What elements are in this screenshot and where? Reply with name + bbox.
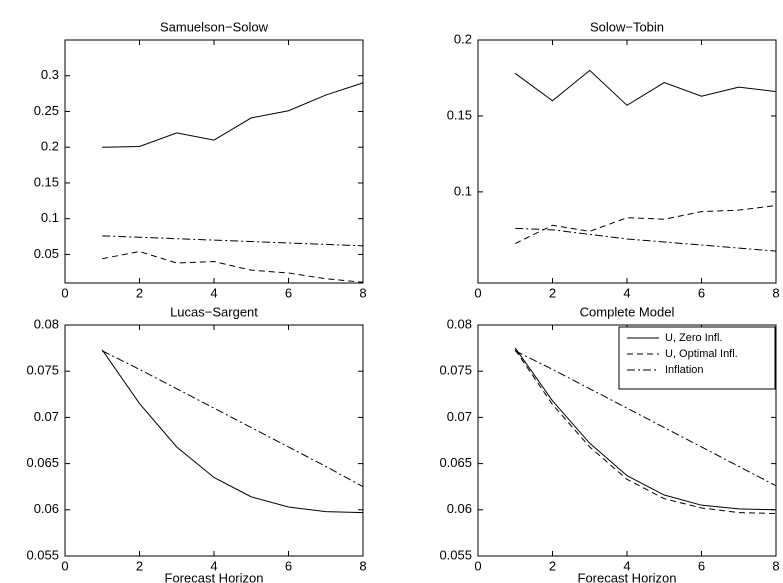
x-tick-label: 2 bbox=[549, 285, 556, 300]
legend-label: U, Zero Infl. bbox=[665, 332, 722, 344]
series-line bbox=[515, 350, 777, 487]
y-tick-label: 0.055 bbox=[439, 547, 472, 562]
x-tick-label: 0 bbox=[474, 285, 481, 300]
series-line bbox=[102, 82, 364, 148]
subplot: Lucas−Sargent Forecast Horizon 0 2 4 6 8 0.055 0… bbox=[26, 304, 366, 583]
subplot: Complete Model Forecast Horizon 0 2 4 6 8 0.055… bbox=[439, 304, 779, 583]
chart-title: Samuelson−Solow bbox=[160, 19, 269, 34]
y-tick-label: 0.075 bbox=[439, 363, 472, 378]
plot-frame bbox=[64, 39, 364, 284]
x-tick-label: 2 bbox=[549, 558, 556, 573]
legend-label: Inflation bbox=[665, 364, 704, 376]
chart-title: Complete Model bbox=[580, 304, 675, 319]
x-tick-label: 2 bbox=[136, 558, 143, 573]
legend: U, Zero Infl. U, Optimal Infl. Inflation bbox=[618, 326, 776, 390]
y-tick-label: 0.2 bbox=[454, 31, 472, 46]
chart-title: Lucas−Sargent bbox=[170, 304, 258, 319]
legend-label: U, Optimal Infl. bbox=[665, 348, 738, 360]
x-tick-label: 6 bbox=[285, 285, 292, 300]
series-line bbox=[515, 227, 777, 252]
x-tick-label: 8 bbox=[359, 558, 366, 573]
chart-title: Solow−Tobin bbox=[590, 19, 664, 34]
x-tick-label: 6 bbox=[698, 285, 705, 300]
y-tick-label: 0.065 bbox=[26, 455, 59, 470]
series-line bbox=[514, 347, 777, 511]
x-tick-label: 6 bbox=[698, 558, 705, 573]
y-tick-label: 0.055 bbox=[26, 547, 59, 562]
x-tick-label: 0 bbox=[61, 558, 68, 573]
x-axis-label: Forecast Horizon bbox=[165, 570, 264, 583]
y-tick-label: 0.06 bbox=[34, 501, 59, 516]
series-line bbox=[514, 69, 777, 106]
series-line bbox=[102, 350, 364, 488]
subplot: Solow−Tobin 0 2 4 6 8 0.1 0.15 0.2 bbox=[447, 19, 780, 300]
series-line bbox=[514, 349, 777, 514]
y-tick-label: 0.15 bbox=[447, 107, 472, 122]
x-tick-label: 4 bbox=[623, 285, 630, 300]
x-axis-label: Forecast Horizon bbox=[578, 570, 677, 583]
x-tick-label: 8 bbox=[772, 558, 779, 573]
y-tick-label: 0.08 bbox=[34, 316, 59, 331]
subplot: Samuelson−Solow 0 2 4 6 8 0.05 0.1 0.15 0.2 0.25 0.… bbox=[34, 19, 367, 300]
y-tick-label: 0.06 bbox=[447, 501, 472, 516]
x-tick-label: 8 bbox=[359, 285, 366, 300]
x-tick-label: 6 bbox=[285, 558, 292, 573]
y-tick-label: 0.1 bbox=[454, 183, 472, 198]
legend-box bbox=[618, 326, 776, 390]
series-line bbox=[101, 349, 364, 514]
x-tick-label: 0 bbox=[474, 558, 481, 573]
y-tick-label: 0.08 bbox=[447, 316, 472, 331]
x-tick-label: 4 bbox=[210, 558, 217, 573]
x-tick-label: 8 bbox=[772, 285, 779, 300]
y-tick-label: 0.065 bbox=[439, 455, 472, 470]
y-tick-label: 0.05 bbox=[34, 246, 59, 261]
x-tick-label: 4 bbox=[623, 558, 630, 573]
y-tick-label: 0.3 bbox=[41, 67, 59, 82]
series-line bbox=[515, 205, 777, 244]
y-tick-label: 0.25 bbox=[34, 103, 59, 118]
x-tick-label: 2 bbox=[136, 285, 143, 300]
y-tick-label: 0.2 bbox=[41, 139, 59, 154]
series-line bbox=[102, 251, 364, 283]
y-tick-label: 0.075 bbox=[26, 363, 59, 378]
y-tick-label: 0.15 bbox=[34, 174, 59, 189]
plot-frame bbox=[64, 324, 364, 557]
x-tick-label: 0 bbox=[61, 285, 68, 300]
y-tick-label: 0.07 bbox=[34, 409, 59, 424]
y-tick-label: 0.07 bbox=[447, 409, 472, 424]
plot-frame bbox=[477, 39, 777, 284]
series-line bbox=[102, 235, 364, 247]
y-tick-label: 0.1 bbox=[41, 210, 59, 225]
x-tick-label: 4 bbox=[210, 285, 217, 300]
